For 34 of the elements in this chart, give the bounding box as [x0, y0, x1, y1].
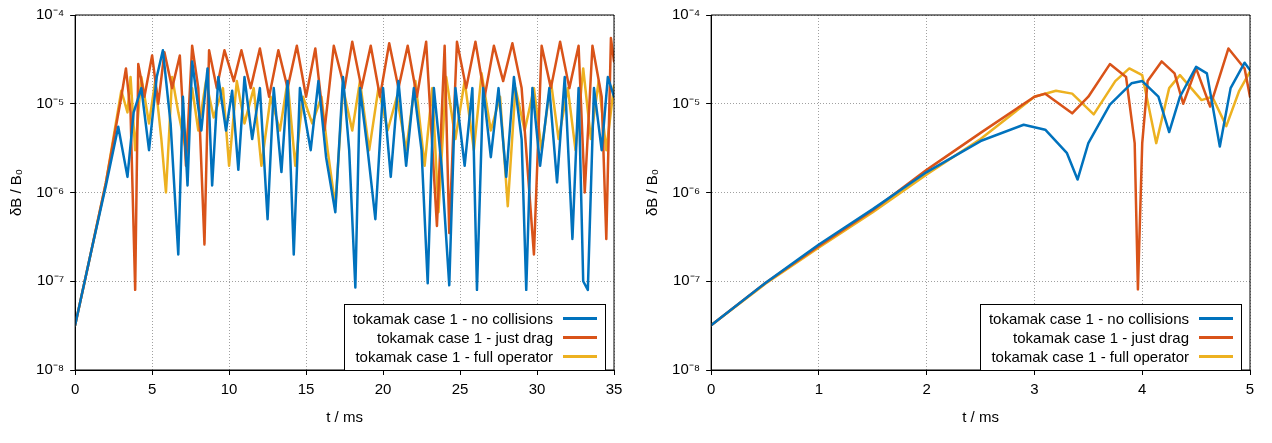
legend-label: tokamak case 1 - no collisions: [988, 309, 1189, 328]
x-tick-label: 5: [147, 380, 157, 398]
y-tick-label: 10⁻⁸: [36, 360, 65, 378]
y-tick-label: 10⁻⁶: [672, 182, 701, 200]
x-tick-label: 0: [706, 380, 716, 398]
x-tick-label: 5: [1245, 380, 1255, 398]
x-tick-label: 0: [70, 380, 80, 398]
x-tick-label: 30: [528, 380, 546, 398]
y-axis-title: δB / B₀: [643, 168, 661, 217]
y-tick-label: 10⁻⁷: [673, 271, 701, 289]
y-tick-label: 10⁻⁸: [672, 360, 701, 378]
y-tick-label: 10⁻⁵: [36, 93, 65, 111]
legend-label: tokamak case 1 - just drag: [1012, 328, 1189, 347]
legend-label: tokamak case 1 - full operator: [990, 347, 1189, 366]
x-tick-label: 35: [605, 380, 623, 398]
x-tick-label: 3: [1030, 380, 1039, 398]
y-axis-title: δB / B₀: [7, 168, 25, 217]
x-axis-title: t / ms: [326, 408, 363, 426]
y-tick-label: 10⁻⁵: [672, 93, 701, 111]
y-tick-label: 10⁻⁶: [36, 182, 65, 200]
legend-label: tokamak case 1 - just drag: [376, 328, 553, 347]
y-tick-label: 10⁻⁷: [37, 271, 65, 289]
x-tick-label: 1: [814, 380, 824, 398]
y-tick-label: 10⁻⁴: [671, 5, 701, 23]
legend-label: tokamak case 1 - no collisions: [352, 309, 553, 328]
x-tick-label: 2: [922, 380, 931, 398]
legend-label: tokamak case 1 - full operator: [354, 347, 553, 366]
x-tick-label: 20: [374, 380, 392, 398]
y-tick-label: 10⁻⁴: [35, 5, 65, 23]
x-tick-label: 10: [220, 380, 238, 398]
x-axis-title: t / ms: [962, 408, 999, 426]
x-tick-label: 4: [1138, 380, 1147, 398]
x-tick-label: 15: [297, 380, 315, 398]
x-tick-label: 25: [451, 380, 469, 398]
